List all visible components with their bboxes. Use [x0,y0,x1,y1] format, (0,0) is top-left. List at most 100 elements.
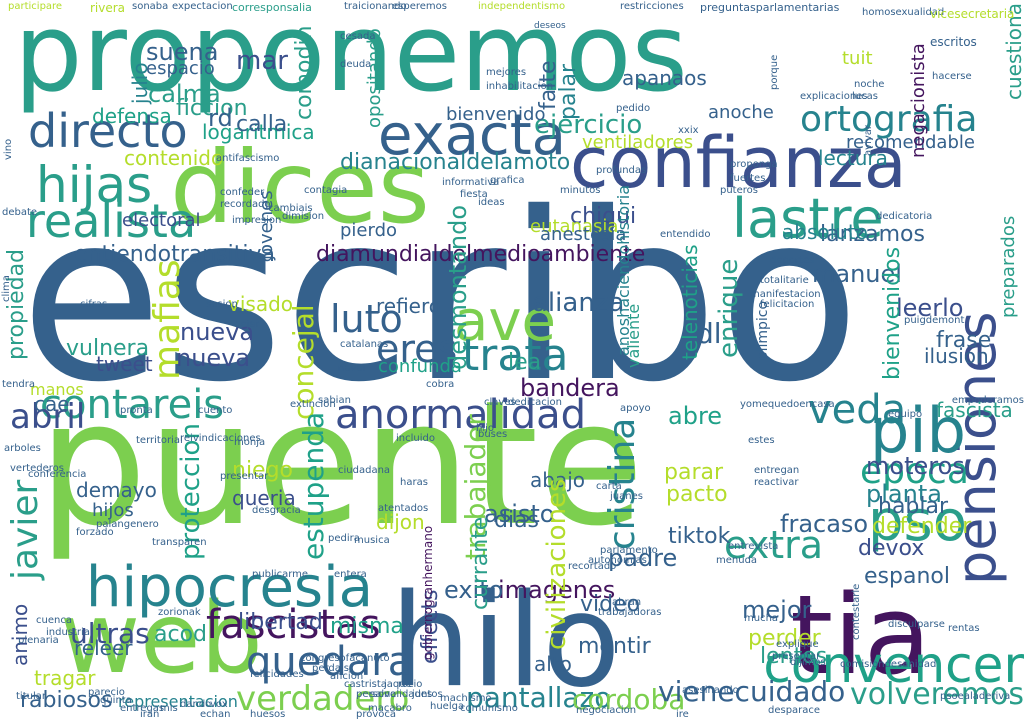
word-cloud-word: lentos [760,644,828,669]
word-cloud-word: tragar [34,666,96,690]
word-cloud-word: psoealaderiva [940,691,1011,702]
word-cloud-word: hablar [878,494,949,519]
word-cloud-word: mucha [744,613,779,624]
word-cloud-word: quedara [246,639,413,685]
word-cloud-word: grafica [490,175,525,186]
word-cloud-word: hacerse [932,71,972,82]
word-cloud-word: hijas [36,156,153,214]
word-cloud-word: pronta [120,405,153,416]
word-cloud-word: lectura [818,146,888,170]
word-cloud-word: vienecuidado [658,675,846,708]
word-cloud-word: tia [790,571,932,699]
word-cloud-word: entregas [120,703,165,714]
word-cloud-word: presentar [220,471,269,482]
word-cloud-word: ultras [70,617,150,650]
word-cloud-word: lastre [732,187,884,250]
word-cloud-word: libertad [238,610,323,635]
word-cloud-word: cordoba [572,683,686,716]
word-cloud-word: castrista [344,679,387,690]
word-cloud-word: ciudadana [338,465,391,476]
word-cloud-word: perder [748,626,821,651]
word-cloud-word: antifascismo [216,153,280,164]
word-cloud-word: eutanasia [530,216,619,237]
word-cloud-word: estes [748,435,775,446]
word-cloud-word: fiesta [460,189,488,200]
word-cloud-word: parecio [88,687,125,698]
word-cloud-word: reivindicaciones [180,433,261,444]
word-cloud-word: vicesecretaria [930,7,1015,21]
word-cloud-word: dedicacion [508,397,562,408]
word-cloud-word: felicitacion [760,299,815,310]
word-cloud-word: cesada [340,31,376,42]
word-cloud-word: mis [160,703,178,714]
word-cloud-word: pib [870,394,966,467]
word-cloud-word: manifestacion [750,289,821,300]
word-cloud-word: industria [46,627,90,638]
word-cloud-word: totalitarie [760,275,809,286]
word-cloud-word: suena [146,38,219,66]
word-cloud-word: anoshaciendohistoria [614,185,633,356]
word-cloud-word: calla [236,112,288,137]
word-cloud-word: confunda [378,356,462,377]
word-cloud-word: presentar [772,651,821,662]
word-cloud-word: entrevista [728,541,779,552]
word-cloud-word: expectacion [172,1,233,12]
word-cloud-word: comodin [292,25,317,120]
word-cloud-word: fascista [936,398,1013,422]
word-cloud-word: independentismo [478,1,566,12]
word-cloud-word: diamundialdelmedioambiente [316,242,646,267]
word-cloud-word: visado [228,292,293,316]
word-cloud-word: misma [330,614,404,639]
word-cloud-word: inhabilitacion [486,81,554,92]
word-cloud-word: demayo [76,478,157,502]
word-cloud-word: zorionak [158,607,201,618]
word-cloud-word: ficcion [176,96,248,121]
word-cloud-word: apanaos [622,66,707,90]
word-cloud-word: menuda [716,555,758,566]
word-cloud-word: manuel [812,260,902,288]
word-cloud-word: vertederos [10,463,64,474]
word-cloud-word: salvo [370,689,397,700]
word-cloud-word: anestesia [540,224,627,245]
word-cloud-word: autonomias [588,555,647,566]
word-cloud-word: deuda [340,59,372,70]
word-cloud-word: electoral [122,210,201,231]
word-cloud-word: lucas [852,91,878,102]
word-cloud-word: apoyo [620,403,651,414]
word-cloud-word: entendido [660,229,711,240]
word-cloud-word: recomendable [846,132,975,153]
word-cloud-word: incluido [396,433,435,444]
word-cloud-word: ortografia [800,99,978,140]
word-cloud-word: haras [400,477,428,488]
word-cloud-word: comunismo [460,703,518,714]
word-cloud-word: entera [334,569,367,580]
word-cloud-word: musica [354,535,390,546]
word-cloud-word: defender [872,514,972,539]
word-cloud-word: fracaso [780,510,869,538]
word-cloud-word: contagia [304,185,348,196]
word-cloud-word: rivera [90,1,126,15]
word-cloud-word: equipo [888,409,923,420]
word-cloud-word: rentas [948,623,980,634]
word-cloud-word: mar [236,46,288,76]
word-cloud-word: dejar [234,319,260,330]
word-cloud-word: parar [664,460,724,485]
word-cloud-word: dias [494,508,540,533]
word-cloud-word: proponemos [14,0,688,116]
word-cloud-word: quinta [100,695,132,706]
word-cloud-word: huelga [430,701,465,712]
word-cloud-word: noche [854,79,885,90]
word-cloud-word: imagenes [498,576,616,604]
word-cloud-word: hijos [92,500,134,521]
word-cloud-word: empoderamos [951,395,1024,406]
word-cloud-word: cuenca [36,615,72,626]
word-cloud-word: currante [468,516,493,610]
word-cloud-word: javier [5,479,46,580]
word-cloud-word: minutos [560,185,601,196]
word-cloud-word: opositando [364,28,385,128]
word-cloud-word: defensa [92,104,172,128]
word-cloud-word: explique [776,639,819,650]
word-cloud-word: ave [454,289,556,354]
word-cloud-word: pedira [328,533,360,544]
word-cloud-word: publicarme [252,569,309,580]
